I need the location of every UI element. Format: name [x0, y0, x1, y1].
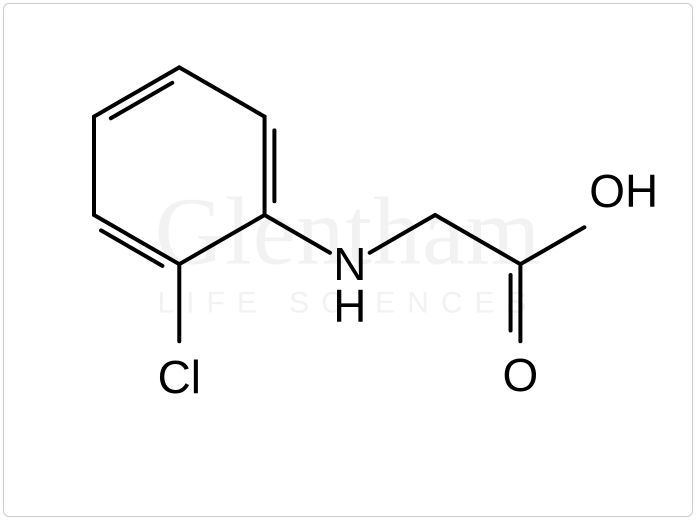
atom-label-hydroxyl: OH: [589, 164, 658, 218]
atom-label-nh-hydrogen: H: [333, 279, 366, 333]
atom-label-chlorine: Cl: [158, 350, 201, 404]
figure-frame: Glentham LIFE SCIENCES NHOClOH: [0, 0, 696, 520]
atom-label-carbonyl-oxygen: O: [503, 348, 539, 402]
